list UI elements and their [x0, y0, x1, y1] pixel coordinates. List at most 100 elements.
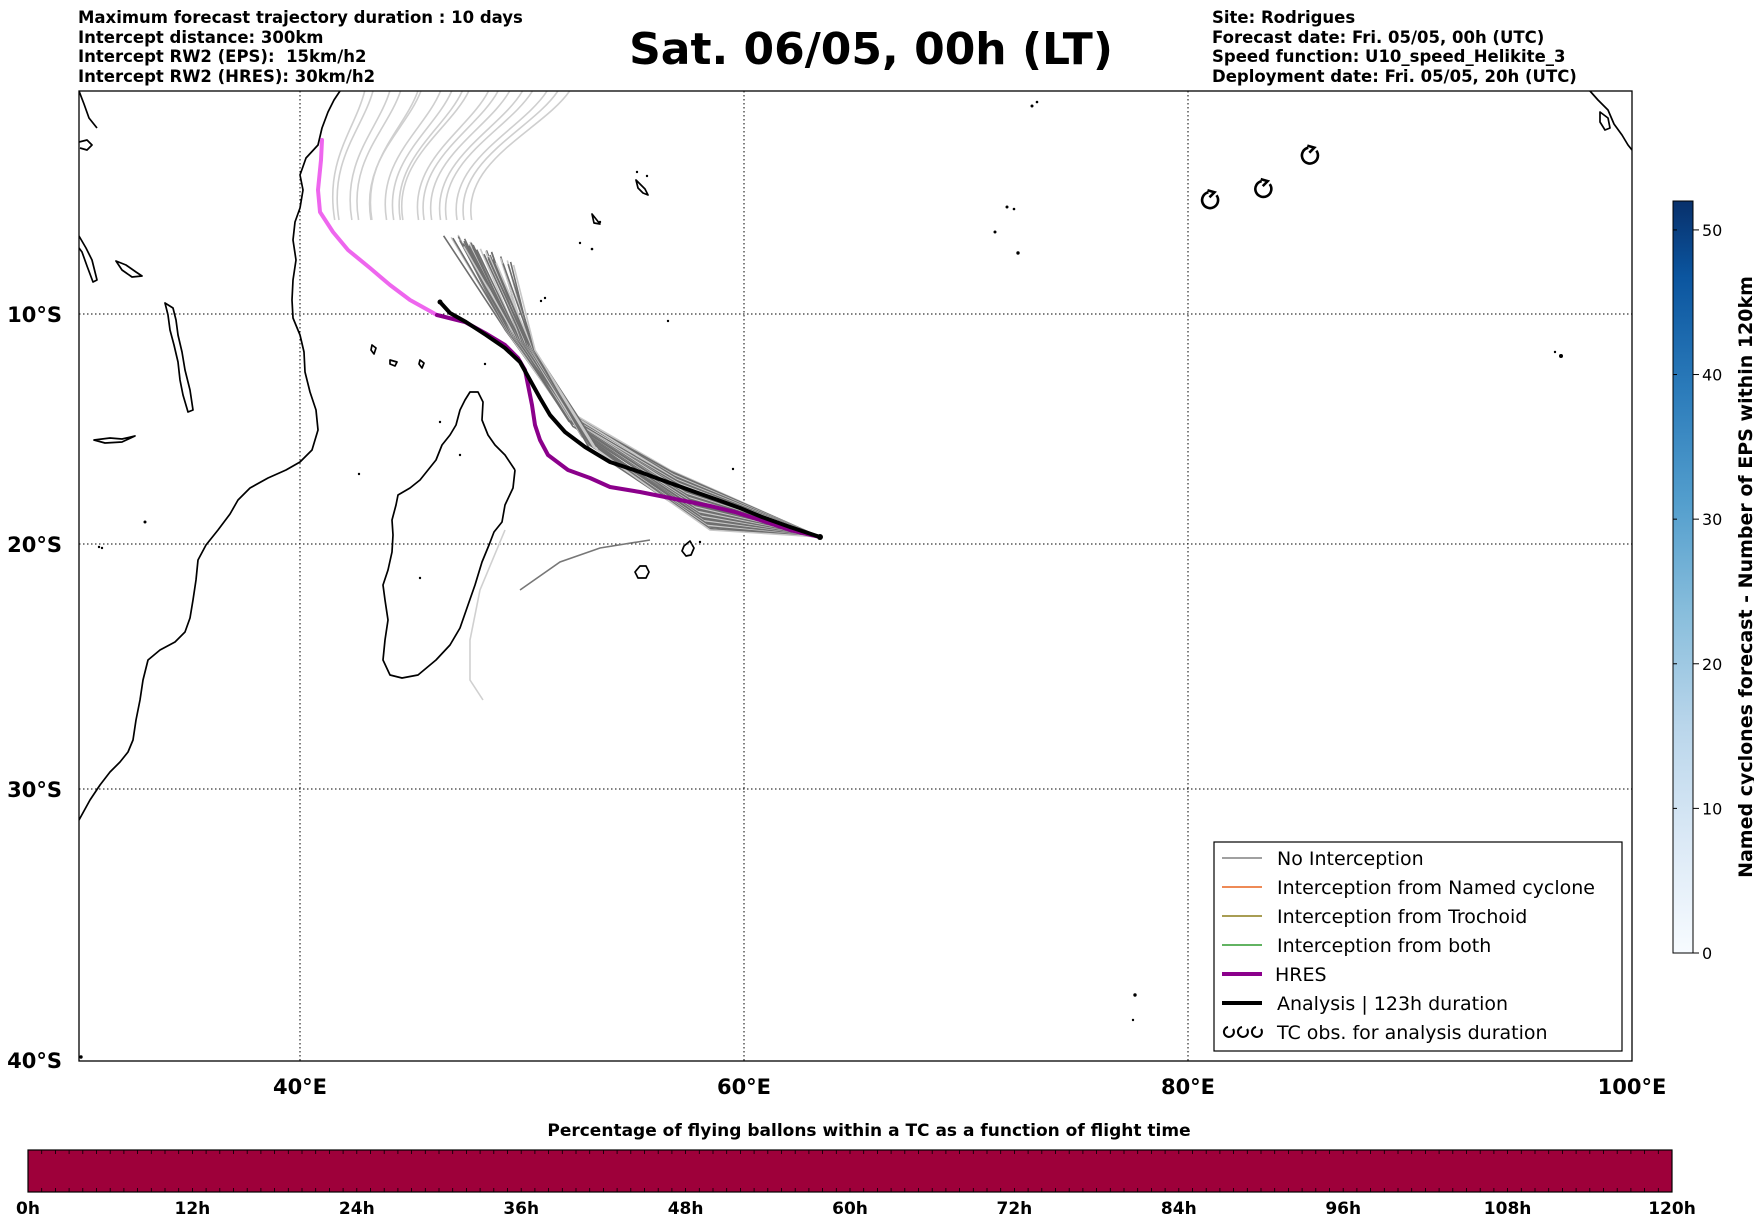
eps-colorbar-tick: 40: [1702, 366, 1722, 385]
seychelles-2: [591, 213, 601, 225]
seychelles-1: [635, 179, 649, 196]
cyclone-symbol-arrow: [1306, 144, 1317, 154]
lat-label-30s: 30°S: [7, 778, 62, 802]
map-legend: No Interception Interception from Named c…: [1213, 841, 1623, 1052]
map-frame: [78, 90, 1633, 1062]
flight-time-tick: 12h: [175, 1199, 211, 1219]
eps-colorbar-tick: 30: [1702, 510, 1722, 529]
eps-trajectory: [331, 91, 366, 221]
intercept-distance-text: Intercept distance: 300km: [78, 27, 324, 47]
eps-trajectory: [400, 91, 470, 221]
site-text: Site: Rodrigues: [1212, 8, 1356, 27]
launch-site-marker: [817, 534, 823, 540]
eps-trajectories: [331, 91, 821, 701]
flight-time-tick: 48h: [668, 1199, 704, 1219]
small-islands: [79, 100, 1563, 1059]
eps-trajectory: [492, 260, 821, 538]
eps-trajectory: [455, 91, 548, 221]
mayotte: [418, 359, 425, 369]
flight-time-tick: 36h: [503, 1199, 539, 1219]
coastlines: [79, 91, 1632, 821]
cyclone-symbol-icon: [1254, 179, 1273, 199]
cyclone-symbol-icon: [1222, 1026, 1235, 1038]
eps-trajectory: [384, 91, 442, 221]
flight-time-tick: 84h: [1161, 1199, 1197, 1219]
cyclone-symbol-arrow: [1207, 189, 1217, 199]
cyclone-symbol-icon: [1250, 1026, 1263, 1038]
tc-observations: [1200, 144, 1320, 210]
analysis-trajectory: [438, 300, 822, 539]
reunion: [681, 540, 695, 557]
eps-trajectory: [469, 529, 506, 701]
cyclone-symbol-arrow: [1260, 177, 1271, 188]
cyclone-symbol-icon: [1200, 190, 1220, 210]
flight-time-tick: 24h: [339, 1199, 375, 1219]
eps-colorbar-tick: 20: [1702, 655, 1722, 674]
legend-label: Interception from Trochoid: [1277, 906, 1527, 928]
eps-trajectory: [429, 91, 511, 221]
eps-trajectory: [487, 258, 821, 538]
eps-trajectory: [470, 91, 571, 221]
flight-time-tick: 72h: [997, 1199, 1033, 1219]
lake-victoria: [79, 139, 93, 151]
lake-mweru: [115, 260, 143, 278]
lat-label-10s: 10°S: [7, 303, 62, 327]
legend-label: Analysis | 123h duration: [1277, 993, 1508, 1015]
speed-function-text: Speed function: U10_speed_Helikite_3: [1212, 47, 1566, 66]
flight-time-colorbar-title: Percentage of flying ballons within a TC…: [547, 1121, 1190, 1141]
eps-colorbar-fill: [1672, 200, 1694, 954]
max-duration-text: Maximum forecast trajectory duration : 1…: [78, 8, 523, 27]
eps-colorbar-label: Named cyclones forecast - Number of EPS …: [1735, 276, 1754, 878]
lon-label-40e: 40°E: [273, 1075, 327, 1099]
sri-lanka-edge: [1599, 111, 1611, 131]
eps-trajectory: [368, 91, 422, 221]
flight-time-tick: 120h: [1648, 1199, 1696, 1219]
hres-trajectory: [435, 313, 822, 539]
eps-trajectory: [507, 263, 821, 538]
legend-label: Interception from Named cyclone: [1277, 877, 1595, 899]
eps-trajectory: [444, 91, 534, 221]
flight-time-tick: 108h: [1484, 1199, 1532, 1219]
lon-label-80e: 80°E: [1161, 1075, 1215, 1099]
lake-kariba: [93, 435, 136, 444]
eps-colorbar-tick: 10: [1702, 799, 1722, 818]
eps-trajectory: [472, 246, 821, 538]
flight-time-tick: 60h: [832, 1199, 868, 1219]
comoros-1: [370, 344, 377, 355]
mauritius: [634, 565, 650, 579]
run-info-left: Maximum forecast trajectory duration : 1…: [78, 8, 523, 86]
legend-label: No Interception: [1277, 848, 1424, 870]
madagascar-coastline: [382, 391, 516, 679]
lat-label-40s: 40°S: [7, 1049, 62, 1073]
eps-colorbar-tick: 50: [1702, 221, 1722, 240]
forecast-date-text: Forecast date: Fri. 05/05, 00h (UTC): [1212, 27, 1545, 47]
run-info-right: Site: Rodrigues Forecast date: Fri. 05/0…: [1212, 8, 1577, 86]
arabia-coast: [1589, 91, 1632, 151]
eps-trajectory: [422, 91, 499, 221]
deployment-date-text: Deployment date: Fri. 05/05, 20h (UTC): [1212, 66, 1577, 86]
lon-label-60e: 60°E: [717, 1075, 771, 1099]
legend-label: HRES: [1275, 964, 1327, 986]
flight-time-colorbar-fill: [27, 1149, 1673, 1193]
flight-time-colorbar: Percentage of flying ballons within a TC…: [16, 1121, 1696, 1219]
map-title: Sat. 06/05, 00h (LT): [629, 24, 1113, 75]
eps-trajectory: [398, 91, 464, 221]
legend-label: Interception from both: [1277, 935, 1491, 957]
legend-label: TC obs. for analysis duration: [1276, 1022, 1548, 1044]
cyclone-symbol-icon: [1300, 146, 1320, 165]
flight-time-tick: 0h: [16, 1199, 40, 1219]
eps-count-colorbar: 0 10 20 30 40 50 Named cyclones forecast - Nu…: [1672, 200, 1754, 963]
comoros-2: [389, 359, 398, 367]
horn-coast: [79, 91, 98, 129]
main-trajectories: [316, 138, 823, 540]
eps-colorbar-tick: 0: [1702, 944, 1712, 963]
africa-coastline: [79, 91, 341, 821]
legend-box: [1213, 841, 1623, 1052]
flight-time-tick: 96h: [1325, 1199, 1361, 1219]
eps-trajectory: [416, 91, 490, 221]
eps-trajectory: [495, 262, 821, 538]
intercept-eps-text: Intercept RW2 (EPS): 15km/h2: [78, 47, 367, 66]
hres-trajectory-late: [316, 138, 439, 317]
lake-malawi: [164, 302, 194, 413]
